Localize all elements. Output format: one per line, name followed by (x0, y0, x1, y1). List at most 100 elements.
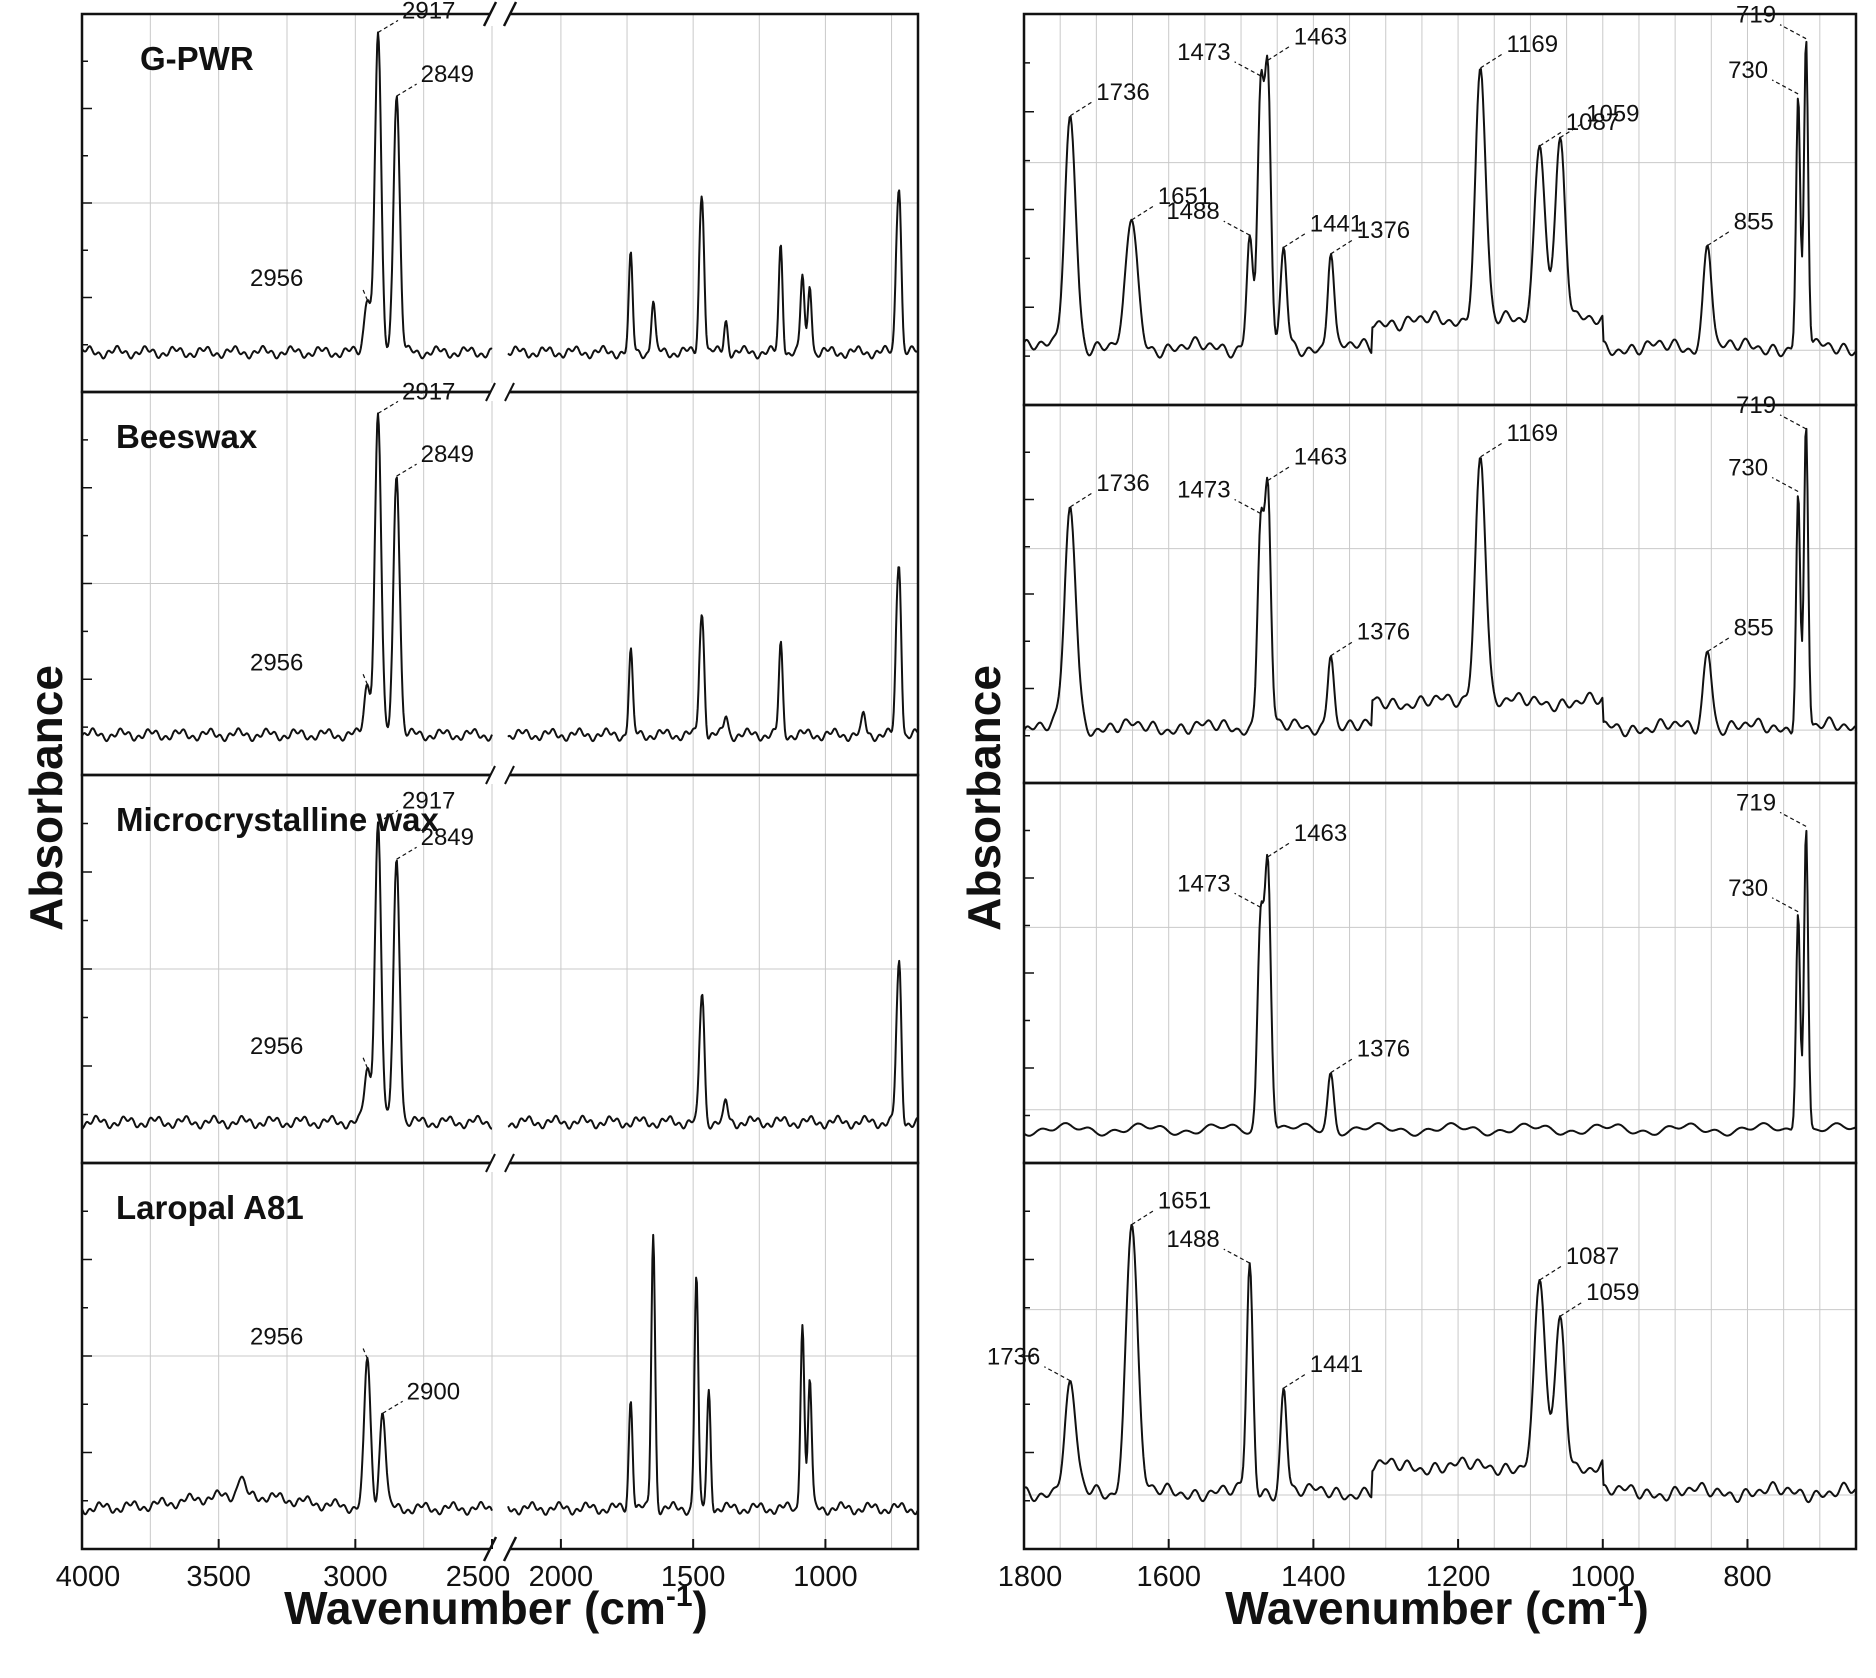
left-peak-leader (361, 1055, 368, 1069)
right-peak-label: 1087 (1566, 1243, 1619, 1270)
left-spectrum-segment-high (81, 821, 493, 1130)
left-x-tick-label: 3500 (186, 1561, 251, 1593)
right-peak-leader (1707, 230, 1731, 246)
left-peak-label: 2917 (402, 0, 455, 24)
right-peak-leader (1069, 492, 1093, 508)
left-x-axis-title: Wavenumber (cm-1) (284, 1580, 708, 1634)
left-peak-label: 2849 (421, 61, 474, 88)
right-y-axis-title: Absorbance (958, 665, 1010, 931)
left-x-tick-label: 1000 (793, 1561, 858, 1593)
left-spectrum-segment-high (81, 1356, 493, 1516)
left-spectrum-segment-low (507, 189, 919, 360)
left-peak-leader (382, 1400, 403, 1414)
left-spectrum-segment-low (507, 959, 919, 1130)
right-x-axis-title-superscript: -1 (1607, 1580, 1634, 1613)
right-peak-label: 1059 (1586, 1279, 1639, 1306)
left-x-axis-title-superscript: -1 (666, 1580, 693, 1613)
right-x-tick-label: 1000 (1571, 1561, 1636, 1593)
right-peak-leader (1131, 205, 1155, 221)
left-x-tick-label: 4000 (56, 1561, 121, 1593)
left-peak-label: 2849 (421, 824, 474, 851)
right-x-tick-label: 1400 (1281, 1561, 1346, 1593)
right-peak-label: 1473 (1177, 39, 1230, 66)
left-peak-label: 2849 (421, 441, 474, 468)
right-peak-leader (1779, 414, 1807, 430)
right-peak-label: 1651 (1158, 183, 1211, 210)
left-x-ticks: 4000 3500 3000 2500 2000 1500 1000 (56, 1539, 858, 1593)
break-slash (504, 765, 515, 785)
left-spectrum-segment-high (81, 412, 493, 743)
left-sample-name: G-PWR (140, 40, 254, 77)
right-peak-leader (1559, 1301, 1583, 1317)
left-spectrum-segment-high (81, 31, 493, 360)
break-gap (491, 766, 509, 784)
right-peak-label: 1441 (1310, 210, 1363, 237)
right-peak-label: 1736 (1096, 79, 1149, 106)
break-slash (504, 1153, 515, 1173)
right-peak-leader (1131, 1210, 1155, 1226)
left-plot-full-range: 2917 2849 2956 G-PWR 2917 2849 2956 Beeswax 2917… (56, 0, 920, 1593)
right-peak-label: 1169 (1507, 420, 1559, 447)
break-slash (504, 382, 515, 402)
right-peak-label: 730 (1728, 875, 1768, 902)
right-peak-leader (1559, 123, 1583, 139)
right-spectrum (1023, 427, 1857, 738)
right-peak-label: 1441 (1310, 1351, 1363, 1378)
right-peak-leader (1771, 79, 1799, 95)
right-peak-leader (1330, 641, 1354, 657)
right-panel-3: 1463 1473 1376 730 719 (1022, 781, 1858, 1165)
right-plot-fingerprint-region: 1736165114881473146314411376116910871059… (987, 2, 1858, 1593)
right-spectrum (1023, 829, 1856, 1137)
left-y-axis-title: Absorbance (20, 665, 72, 931)
right-peak-leader (1267, 45, 1291, 61)
right-peak-leader (1480, 442, 1503, 458)
left-x-axis-title-main: Wavenumber (cm (284, 1582, 666, 1634)
right-x-tick-label: 1800 (998, 1561, 1063, 1593)
right-peak-leader (1330, 1058, 1354, 1074)
right-peak-label: 1376 (1357, 1036, 1410, 1063)
break-slash (485, 382, 496, 402)
break-gap (490, 1537, 510, 1561)
right-peak-label: 855 (1734, 208, 1774, 235)
right-x-tick-label: 1600 (1136, 1561, 1201, 1593)
break-slash (502, 1536, 518, 1562)
break-slash (482, 1536, 498, 1562)
right-peak-label: 1488 (1166, 1226, 1219, 1253)
right-peak-label: 730 (1728, 57, 1768, 84)
left-peak-label: 2900 (407, 1378, 460, 1405)
break-slash (485, 765, 496, 785)
right-peak-label: 1059 (1586, 101, 1639, 128)
right-peak-label: 1087 (1566, 109, 1619, 136)
left-peak-leader (377, 809, 399, 823)
left-peak-leader (396, 463, 417, 477)
left-axis-break-marks (482, 1, 518, 1562)
right-peak-leader (1771, 476, 1799, 493)
right-peak-label: 1736 (1096, 470, 1149, 497)
right-peak-label: 1376 (1357, 217, 1410, 244)
left-sample-name: Beeswax (116, 418, 258, 455)
right-peak-label: 1463 (1294, 820, 1347, 847)
right-peak-leader (1283, 232, 1307, 248)
break-gap (491, 383, 509, 401)
break-slash (502, 1, 518, 27)
break-slash (485, 1153, 496, 1173)
left-sample-name: Laropal A81 (116, 1189, 304, 1226)
right-peak-leader (1283, 1373, 1307, 1389)
left-peak-leader (361, 1346, 368, 1359)
left-panel-4: 2956 2900 Laropal A81 (80, 1161, 920, 1551)
right-peak-label: 719 (1736, 789, 1776, 816)
right-peak-label: 1651 (1158, 1188, 1211, 1215)
right-spectrum (1023, 40, 1857, 359)
right-peak-leader (1779, 811, 1807, 827)
right-x-axis-title-main: Wavenumber (cm (1225, 1582, 1607, 1634)
right-x-tick-label: 1200 (1426, 1561, 1491, 1593)
right-peak-label: 855 (1734, 614, 1774, 641)
left-x-tick-label: 3000 (323, 1561, 388, 1593)
right-peak-leader (1234, 498, 1261, 514)
right-peak-leader (1234, 61, 1261, 77)
left-peak-leader (361, 672, 368, 685)
right-peak-label: 1376 (1357, 619, 1410, 646)
right-x-ticks: 1800 1600 1400 1200 1000 800 (998, 1539, 1772, 1593)
right-x-tick-label: 800 (1723, 1561, 1771, 1593)
